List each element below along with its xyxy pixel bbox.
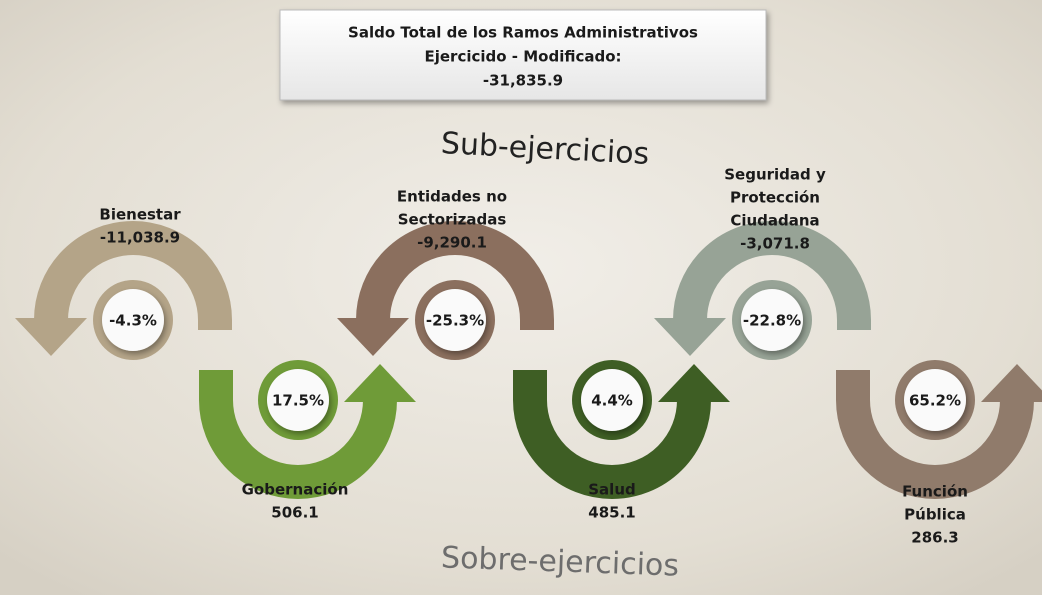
item-name: Protección <box>730 189 820 207</box>
percent: 4.4% <box>591 392 633 410</box>
item-name: Pública <box>904 506 966 524</box>
item-name: Sectorizadas <box>398 211 507 229</box>
percent: -22.8% <box>743 312 801 330</box>
percent: -4.3% <box>109 312 157 330</box>
item-amount: -9,290.1 <box>417 234 487 252</box>
item-name: Ciudadana <box>730 212 819 230</box>
item-name: Gobernación <box>242 481 349 499</box>
header-line: Ejercicido - Modificado: <box>424 48 621 66</box>
header-line: Saldo Total de los Ramos Administrativos <box>348 24 698 42</box>
item-amount: 485.1 <box>588 504 635 522</box>
header-line: -31,835.9 <box>483 72 563 90</box>
item-name: Función <box>902 483 968 501</box>
item-amount: 506.1 <box>271 504 318 522</box>
percent: 65.2% <box>909 392 961 410</box>
item-name: Entidades no <box>397 188 507 206</box>
percent: 17.5% <box>272 392 324 410</box>
item-name: Seguridad y <box>724 166 826 184</box>
item-amount: 286.3 <box>911 529 958 547</box>
item-amount: -11,038.9 <box>100 229 180 247</box>
item-name: Salud <box>588 481 635 499</box>
percent: -25.3% <box>426 312 484 330</box>
item-amount: -3,071.8 <box>740 235 810 253</box>
infographic: Saldo Total de los Ramos Administrativos… <box>0 0 1042 595</box>
item-name: Bienestar <box>99 206 181 224</box>
